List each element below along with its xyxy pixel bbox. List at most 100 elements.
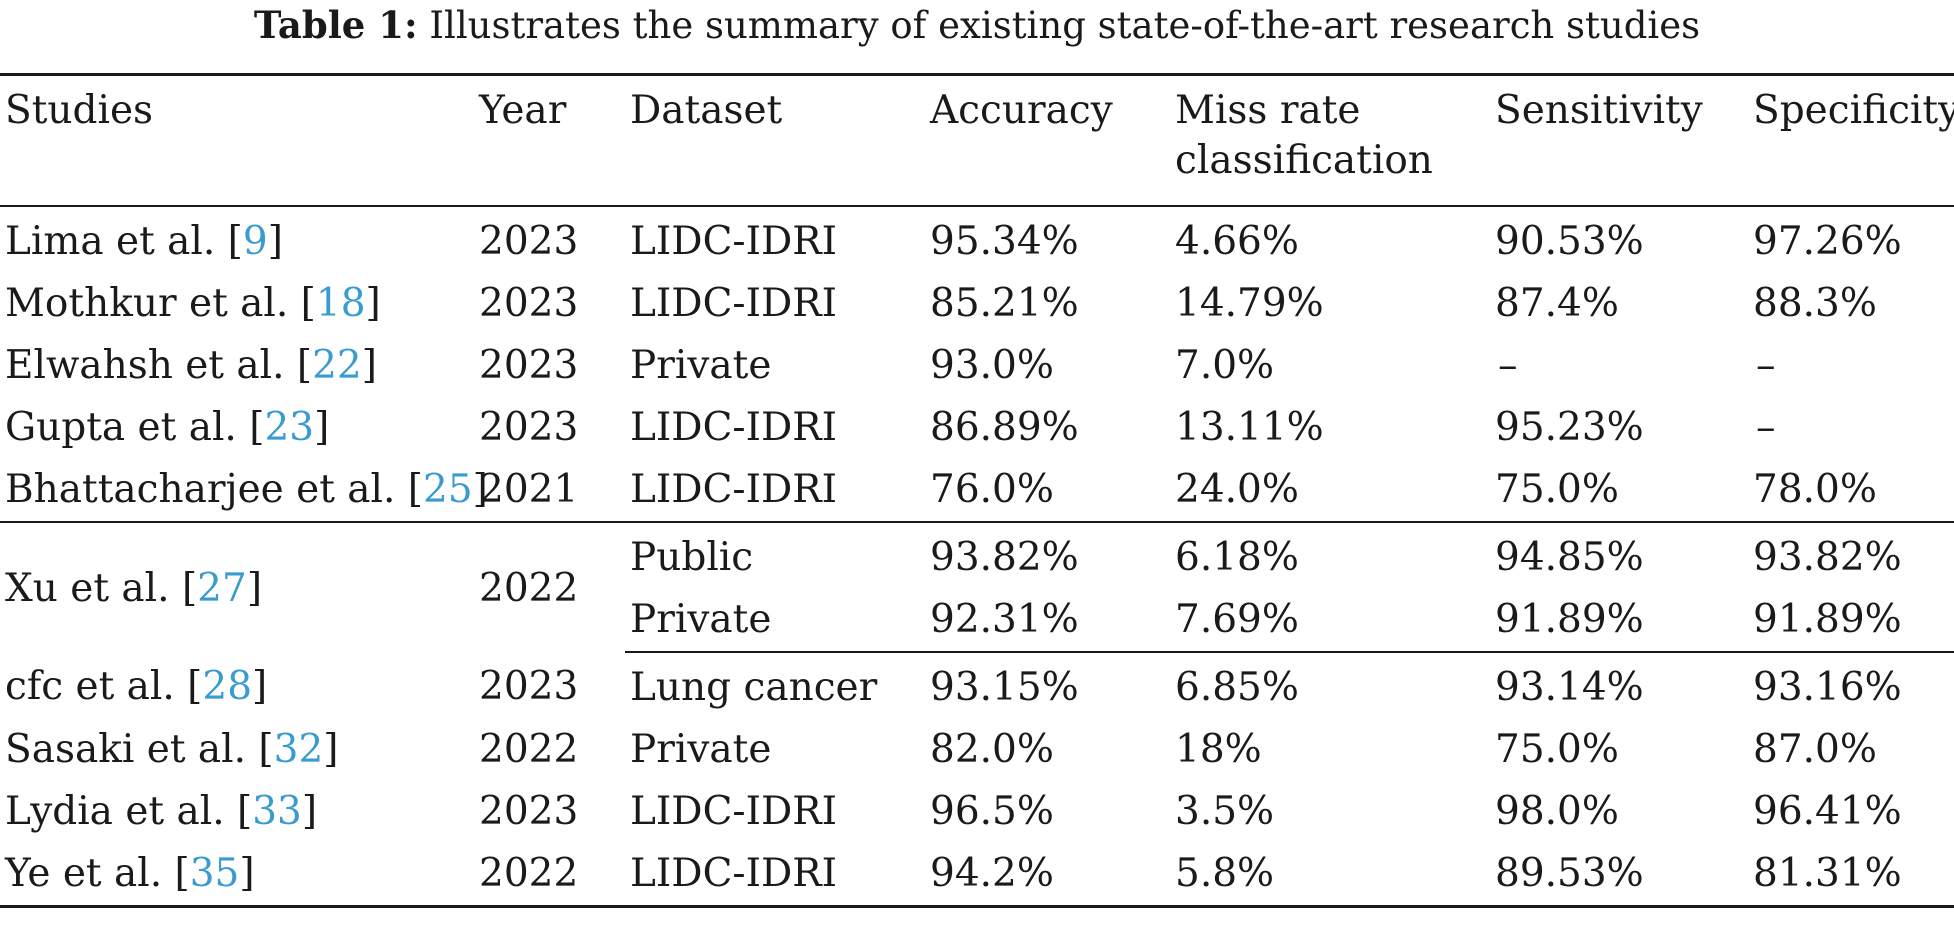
miss-rate-cell: 3.5% — [1175, 788, 1275, 834]
specificity-cell: 97.26% — [1753, 218, 1902, 264]
table-group-1: Lima et al. [9] 2023 LIDC-IDRI 95.34% 4.… — [0, 206, 1954, 523]
miss-rate-cell: 14.79% — [1175, 280, 1324, 326]
accuracy-cell: 93.82% — [930, 534, 1079, 580]
table-row: Ye et al. [35] 2022 LIDC-IDRI 94.2% 5.8%… — [0, 842, 1954, 908]
study-name: Xu et al. [ — [5, 566, 198, 611]
study-cell: Mothkur et al. [18] — [0, 273, 474, 335]
ref-bracket: ] — [246, 566, 263, 611]
accuracy-cell: 85.21% — [930, 280, 1079, 326]
table-row: Lydia et al. [33] 2023 LIDC-IDRI 96.5% 3… — [0, 781, 1954, 843]
miss-rate-cell: 5.8% — [1170, 842, 1490, 908]
table-row: Xu et al. [27] 2022 Public 93.82% 6.18% … — [0, 522, 1954, 612]
ref-bracket: ] — [361, 342, 377, 388]
year-cell: 2023 — [479, 788, 579, 834]
ref-bracket: ] — [239, 850, 255, 896]
accuracy-cell: 82.0% — [930, 726, 1054, 772]
study-cell: Xu et al. [27] — [0, 522, 474, 652]
specificity-cell: 93.82% — [1753, 534, 1902, 580]
year-cell: 2022 — [474, 842, 625, 908]
sensitivity-cell: 93.14% — [1495, 664, 1644, 710]
study-name: Ye et al. [ — [5, 850, 190, 896]
specificity-cell: 87.0% — [1753, 726, 1877, 772]
ref-bracket: ] — [252, 664, 268, 709]
table-group-2: Xu et al. [27] 2022 Public 93.82% 6.18% … — [0, 522, 1954, 653]
sensitivity-cell: 94.85% — [1495, 534, 1644, 580]
specificity-cell: 96.41% — [1753, 788, 1902, 834]
reference-link[interactable]: 25 — [423, 466, 473, 512]
reference-link[interactable]: 23 — [264, 404, 315, 450]
study-cell: Elwahsh et al. [22] — [0, 335, 474, 397]
reference-link[interactable]: 35 — [189, 850, 240, 896]
miss-rate-cell: 24.0% — [1170, 458, 1490, 523]
ref-bracket: ] — [323, 726, 339, 772]
header-accuracy: Accuracy — [925, 73, 1170, 207]
study-name: cfc et al. [ — [5, 664, 203, 709]
dataset-cell: Lung cancer — [630, 664, 878, 710]
specificity-cell: 91.89% — [1748, 588, 1954, 653]
dataset-cell: Public — [630, 534, 754, 580]
reference-link[interactable]: 27 — [197, 566, 247, 611]
sensitivity-cell: 89.53% — [1490, 842, 1748, 908]
header-dataset: Dataset — [625, 73, 925, 207]
table-row: Bhattacharjee et al. [25] 2021 LIDC-IDRI… — [0, 458, 1954, 523]
reference-link[interactable]: 18 — [315, 280, 366, 326]
year-cell: 2021 — [474, 458, 625, 523]
accuracy-cell: 76.0% — [925, 458, 1170, 523]
ref-bracket: ] — [314, 404, 330, 450]
specificity-cell: 88.3% — [1753, 280, 1877, 326]
miss-rate-cell: 13.11% — [1175, 404, 1324, 450]
dataset-cell: LIDC-IDRI — [630, 280, 838, 326]
accuracy-cell: 95.34% — [930, 218, 1079, 264]
table-header-row: Studies Year Dataset Accuracy Miss rate c… — [0, 73, 1954, 207]
year-cell: 2023 — [479, 218, 579, 264]
dataset-cell: LIDC-IDRI — [630, 404, 838, 450]
year-cell: 2023 — [479, 280, 579, 326]
specificity-cell: 81.31% — [1748, 842, 1954, 908]
specificity-cell: 93.16% — [1753, 664, 1902, 710]
miss-rate-cell: 4.66% — [1175, 218, 1299, 264]
header-year: Year — [474, 73, 625, 207]
table-row: Elwahsh et al. [22] 2023 Private 93.0% 7… — [0, 335, 1954, 397]
accuracy-cell: 96.5% — [930, 788, 1054, 834]
table-caption-text: Illustrates the summary of existing stat… — [429, 4, 1701, 47]
reference-link[interactable]: 28 — [202, 664, 253, 709]
header-studies: Studies — [0, 73, 474, 207]
ref-bracket: ] — [267, 218, 283, 264]
sensitivity-cell: 75.0% — [1495, 726, 1619, 772]
year-cell: 2022 — [479, 726, 579, 772]
study-name: Bhattacharjee et al. [ — [5, 466, 424, 512]
table-row: cfc et al. [28] 2023 Lung cancer 93.15% … — [0, 652, 1954, 719]
year-cell: 2023 — [479, 664, 579, 709]
sensitivity-cell: – — [1498, 342, 1518, 388]
table-row: Gupta et al. [23] 2023 LIDC-IDRI 86.89% … — [0, 397, 1954, 459]
study-name: Gupta et al. [ — [5, 404, 265, 450]
reference-link[interactable]: 32 — [273, 726, 324, 772]
study-cell: Lydia et al. [33] — [0, 781, 474, 843]
study-cell: Bhattacharjee et al. [25] — [0, 458, 488, 523]
ref-bracket: ] — [301, 788, 318, 834]
sensitivity-cell: 75.0% — [1490, 458, 1748, 523]
miss-rate-cell: 7.69% — [1170, 588, 1490, 653]
specificity-cell: – — [1756, 342, 1776, 388]
study-name: Lydia et al. [ — [5, 788, 253, 834]
miss-rate-cell: 6.18% — [1175, 534, 1299, 580]
reference-link[interactable]: 33 — [252, 788, 302, 834]
year-cell: 2023 — [479, 342, 579, 388]
accuracy-cell: 93.0% — [930, 342, 1054, 388]
dataset-cell: LIDC-IDRI — [630, 788, 838, 834]
reference-link[interactable]: 9 — [242, 218, 268, 264]
header-specificity: Specificity — [1748, 73, 1954, 207]
reference-link[interactable]: 22 — [312, 342, 362, 388]
study-cell: Ye et al. [35] — [0, 842, 474, 908]
study-cell: Lima et al. [9] — [0, 206, 474, 273]
study-cell: Gupta et al. [23] — [0, 397, 474, 459]
sensitivity-cell: 90.53% — [1495, 218, 1644, 264]
table-row: Sasaki et al. [32] 2022 Private 82.0% 18… — [0, 719, 1954, 781]
sensitivity-cell: 87.4% — [1495, 280, 1619, 326]
dataset-cell: Private — [625, 588, 925, 653]
header-sensitivity: Sensitivity — [1490, 73, 1748, 207]
specificity-cell: 78.0% — [1748, 458, 1954, 523]
dataset-cell: Private — [630, 342, 772, 388]
sensitivity-cell: 95.23% — [1495, 404, 1644, 450]
